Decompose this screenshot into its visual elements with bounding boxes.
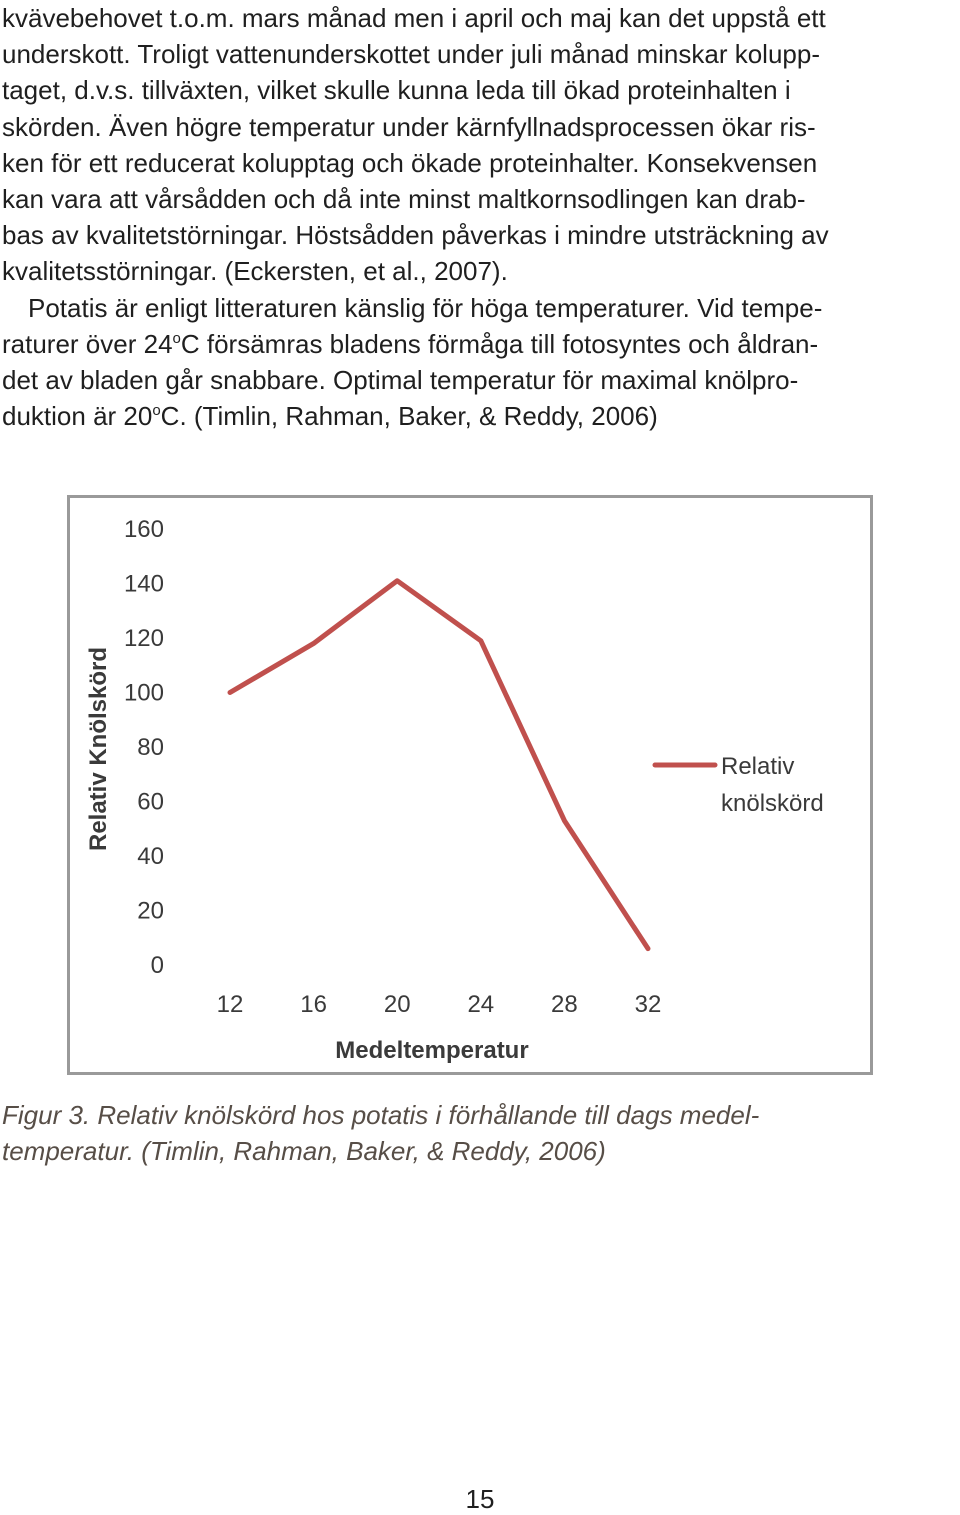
line-chart: 0 20 40 60 80 100 120 140 160 12 16 20 24 28 32 Medelte… bbox=[85, 516, 824, 1064]
degree-superscript: o bbox=[172, 329, 181, 347]
text-line: duktion är 20oC. (Timlin, Rahman, Baker,… bbox=[2, 398, 960, 434]
paragraph-1: kvävebehovet t.o.m. mars månad men i apr… bbox=[2, 0, 960, 290]
x-tick-label: 20 bbox=[384, 991, 411, 1018]
degree-superscript: o bbox=[152, 402, 161, 420]
y-tick-label: 140 bbox=[124, 571, 164, 598]
text-line: kvalitetsstörningar. (Eckersten, et al.,… bbox=[2, 256, 508, 287]
text-line: det av bladen går snabbare. Optimal temp… bbox=[2, 365, 799, 396]
y-tick-label: 40 bbox=[137, 843, 164, 870]
y-axis-title: Relativ Knölskörd bbox=[85, 647, 112, 851]
x-axis-title: Medeltemperatur bbox=[335, 1037, 528, 1064]
data-point bbox=[646, 947, 650, 951]
text-line: kan vara att vårsådden och då inte minst… bbox=[2, 184, 806, 215]
y-tick-label: 20 bbox=[137, 898, 164, 925]
y-tick-label: 100 bbox=[124, 680, 164, 707]
series-line bbox=[227, 578, 651, 952]
x-tick-label: 24 bbox=[467, 991, 494, 1018]
text-line: taget, d.v.s. tillväxten, vilket skulle … bbox=[2, 75, 791, 106]
caption-line: temperatur. (Timlin, Rahman, Baker, & Re… bbox=[2, 1136, 606, 1166]
text-line: bas av kvalitetstörningar. Höstsådden på… bbox=[2, 220, 829, 251]
data-point bbox=[312, 641, 316, 645]
data-point bbox=[479, 639, 483, 643]
legend-label: Relativ bbox=[721, 753, 794, 780]
x-tick-label: 16 bbox=[300, 991, 327, 1018]
data-point bbox=[228, 691, 232, 694]
legend-label: knölskörd bbox=[721, 790, 824, 817]
text-line: ken för ett reducerat kolupptag och ökad… bbox=[2, 147, 818, 178]
x-tick-label: 28 bbox=[551, 991, 578, 1018]
data-point bbox=[395, 579, 399, 583]
text-line: kvävebehovet t.o.m. mars månad men i apr… bbox=[2, 3, 826, 33]
text-segment: duktion är 20 bbox=[2, 401, 153, 432]
text-line: underskott. Troligt vattenunderskottet u… bbox=[2, 39, 820, 70]
text-line: Potatis är enligt litteraturen känslig f… bbox=[28, 292, 823, 323]
text-line: skörden. Även högre temperatur under kär… bbox=[2, 111, 816, 142]
figure-caption: Figur 3. Relativ knölskörd hos potatis i… bbox=[2, 1097, 952, 1169]
caption-line: Figur 3. Relativ knölskörd hos potatis i… bbox=[2, 1100, 760, 1130]
y-tick-label: 60 bbox=[137, 789, 164, 816]
text-segment: raturer över 24 bbox=[2, 328, 173, 359]
body-text: kvävebehovet t.o.m. mars månad men i apr… bbox=[2, 0, 960, 434]
text-line: raturer över 24oC försämras bladens förm… bbox=[2, 326, 960, 362]
text-segment: C. (Timlin, Rahman, Baker, & Reddy, 2006… bbox=[160, 401, 658, 432]
page-number: 15 bbox=[465, 1484, 495, 1514]
figure-frame: 0 20 40 60 80 100 120 140 160 12 16 20 24 28 32 Medelte… bbox=[67, 495, 873, 1075]
y-tick-label: 0 bbox=[151, 952, 164, 979]
data-point bbox=[562, 819, 566, 823]
text-segment: C försämras bladens förmåga till fotosyn… bbox=[180, 328, 819, 359]
x-tick-label: 12 bbox=[217, 991, 244, 1018]
x-tick-label: 32 bbox=[635, 991, 662, 1018]
y-tick-label: 120 bbox=[124, 625, 164, 652]
y-tick-label: 80 bbox=[137, 734, 164, 761]
y-tick-label: 160 bbox=[124, 516, 164, 543]
paragraph-2: Potatis är enligt litteraturen känslig f… bbox=[2, 290, 960, 435]
